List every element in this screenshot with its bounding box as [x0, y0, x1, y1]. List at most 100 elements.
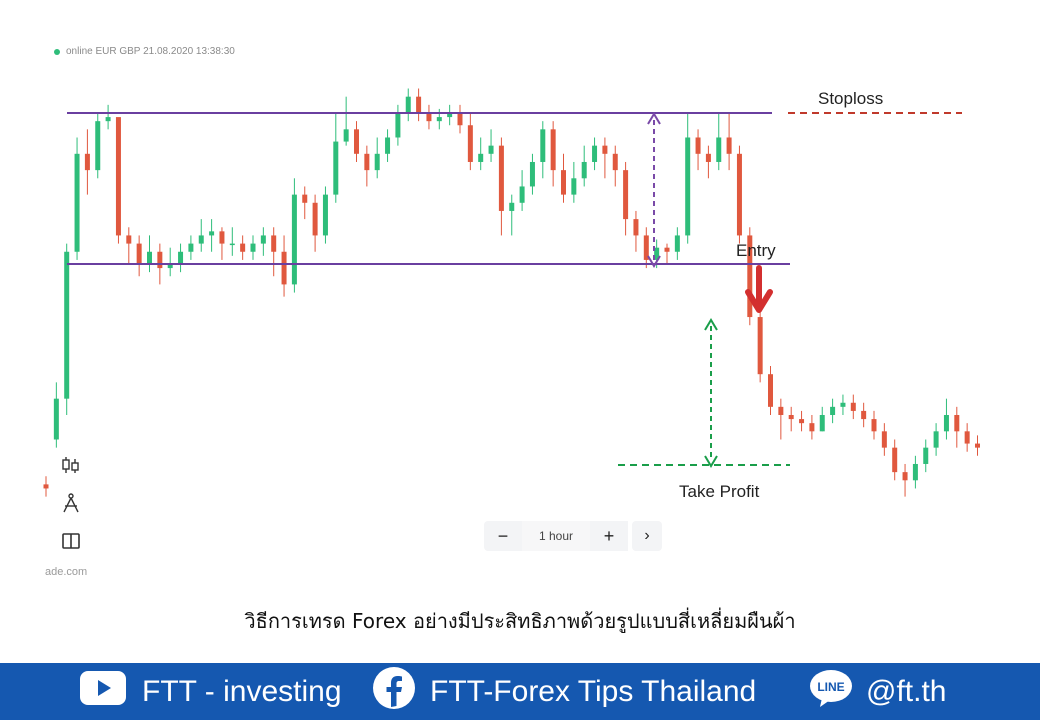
youtube-link[interactable]: FTT - investing: [78, 663, 342, 720]
candle-body: [975, 443, 980, 448]
candle-body: [178, 251, 184, 264]
candle-body: [954, 415, 960, 432]
candle-body: [819, 415, 825, 432]
candle-body: [747, 235, 753, 318]
entry-arrow-head: [745, 289, 773, 313]
candle-body: [881, 431, 887, 448]
candle-body: [271, 235, 277, 252]
candle-body: [209, 231, 215, 236]
candle-body: [840, 402, 846, 407]
candle-body: [405, 96, 411, 113]
target-arrow-head-bottom: [704, 455, 718, 468]
candle-body: [654, 247, 660, 260]
candle-body: [457, 113, 463, 126]
candle-body: [964, 431, 970, 444]
candle-body: [105, 117, 111, 122]
candle-body: [488, 145, 494, 154]
candle-body: [602, 145, 608, 154]
candle-body: [136, 243, 142, 264]
candle-body: [892, 447, 898, 473]
range-arrow-head-bottom: [647, 255, 661, 268]
candle-body: [540, 129, 546, 162]
entry-label: Entry: [736, 241, 776, 260]
candle-body: [736, 153, 742, 236]
candle-body: [436, 117, 442, 122]
candle-body: [74, 153, 80, 252]
article-caption: วิธีการเทรด Forex อย่างมีประสิทธิภาพด้วย…: [244, 609, 796, 633]
candle-body: [343, 129, 349, 142]
candle-body: [364, 153, 370, 171]
candle-body: [561, 170, 566, 195]
candle-body: [768, 374, 773, 407]
candlestick-chart: Stoploss Entry Take Profit: [43, 88, 980, 501]
candle-body: [685, 137, 691, 236]
candle-body: [219, 231, 225, 244]
candle-body: [912, 463, 918, 481]
candle-body: [240, 243, 246, 252]
candle-body: [43, 484, 49, 489]
candle-body: [726, 137, 732, 154]
candle-body: [509, 202, 515, 211]
line-label: @ft.th: [866, 674, 947, 708]
candle-body: [281, 251, 287, 285]
candle-body: [64, 251, 70, 399]
candle-body: [229, 243, 235, 246]
candle-body: [933, 431, 939, 448]
online-status-dot: [54, 48, 60, 55]
candle-body: [664, 247, 670, 252]
candle-body: [871, 419, 877, 432]
candle-body: [674, 235, 680, 252]
candle-body: [799, 419, 805, 424]
next-button[interactable]: ›: [632, 521, 662, 551]
candle-body: [498, 145, 504, 211]
drawing-tools-icon[interactable]: [60, 492, 82, 514]
candle-body: [250, 243, 256, 252]
candle-body: [705, 153, 711, 162]
zoom-in-button[interactable]: +: [590, 521, 628, 551]
candle-body: [633, 219, 639, 236]
candle-body: [188, 243, 194, 252]
candle-body: [529, 161, 535, 187]
candle-body: [788, 415, 794, 420]
line-icon-text: LINE: [817, 680, 844, 694]
candle-body: [467, 125, 473, 162]
candle-body: [757, 317, 763, 375]
candle-body: [167, 264, 173, 269]
candle-body: [809, 423, 815, 432]
candle-body: [354, 129, 359, 154]
candle-body: [830, 406, 836, 415]
candles-icon[interactable]: [60, 454, 82, 476]
candle-body: [902, 472, 908, 481]
candle-body: [147, 251, 152, 264]
youtube-label: FTT - investing: [142, 674, 342, 708]
facebook-link[interactable]: FTT-Forex Tips Thailand: [372, 663, 756, 720]
line-link[interactable]: LINE @ft.th: [808, 663, 946, 720]
candle-body: [395, 113, 401, 138]
candle-body: [385, 137, 391, 154]
line-icon: LINE: [808, 668, 854, 716]
chart-annotations: Stoploss Entry Take Profit: [67, 89, 962, 501]
candle-body: [333, 141, 339, 195]
candle-body: [623, 170, 629, 220]
candle-body: [592, 145, 598, 162]
candle-body: [416, 96, 422, 113]
candle-body: [695, 137, 701, 154]
candle-body: [861, 410, 867, 420]
candle-body: [778, 406, 784, 415]
timeframe-selector[interactable]: 1 hour: [522, 521, 590, 551]
facebook-icon: [372, 666, 416, 718]
candle-body: [581, 161, 587, 179]
candle-body: [374, 153, 380, 171]
candle-body: [95, 121, 101, 171]
candle-body: [426, 113, 432, 122]
candle-body: [291, 194, 297, 285]
candle-body: [198, 235, 204, 244]
candle-body: [923, 447, 929, 464]
target-arrow-head-top: [704, 318, 718, 331]
candle-body: [716, 137, 722, 162]
zoom-controls: − 1 hour + ›: [484, 521, 664, 551]
candle-body: [643, 235, 649, 260]
candle-body: [322, 194, 328, 236]
zoom-out-button[interactable]: −: [484, 521, 522, 551]
split-layout-icon[interactable]: [60, 530, 82, 552]
